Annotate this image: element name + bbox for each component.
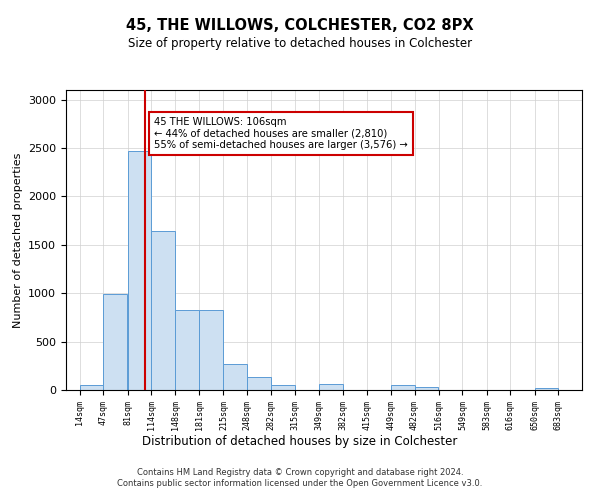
Bar bbox=[271, 384, 295, 390]
Bar bbox=[80, 384, 103, 390]
Bar bbox=[175, 310, 199, 390]
Bar bbox=[535, 388, 559, 390]
Bar bbox=[128, 151, 151, 390]
Text: Distribution of detached houses by size in Colchester: Distribution of detached houses by size … bbox=[142, 435, 458, 448]
Bar bbox=[199, 310, 223, 390]
Text: Size of property relative to detached houses in Colchester: Size of property relative to detached ho… bbox=[128, 38, 472, 51]
Bar bbox=[223, 364, 247, 390]
Bar bbox=[247, 378, 271, 390]
Bar bbox=[319, 384, 343, 390]
Text: 45, THE WILLOWS, COLCHESTER, CO2 8PX: 45, THE WILLOWS, COLCHESTER, CO2 8PX bbox=[126, 18, 474, 32]
Y-axis label: Number of detached properties: Number of detached properties bbox=[13, 152, 23, 328]
Bar bbox=[151, 232, 175, 390]
Text: Contains HM Land Registry data © Crown copyright and database right 2024.
Contai: Contains HM Land Registry data © Crown c… bbox=[118, 468, 482, 487]
Bar bbox=[103, 294, 127, 390]
Bar bbox=[415, 388, 438, 390]
Bar bbox=[391, 385, 415, 390]
Text: 45 THE WILLOWS: 106sqm
← 44% of detached houses are smaller (2,810)
55% of semi-: 45 THE WILLOWS: 106sqm ← 44% of detached… bbox=[154, 117, 408, 150]
